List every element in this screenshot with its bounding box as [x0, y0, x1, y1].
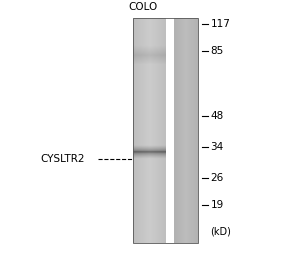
Text: 26: 26 [211, 173, 224, 183]
Text: 48: 48 [211, 111, 224, 121]
Text: 19: 19 [211, 200, 224, 210]
Text: 85: 85 [211, 46, 224, 56]
Text: COLO: COLO [128, 2, 158, 12]
Text: CYSLTR2: CYSLTR2 [40, 154, 85, 164]
Text: (kD): (kD) [211, 226, 231, 236]
Text: 117: 117 [211, 19, 230, 29]
Text: 34: 34 [211, 142, 224, 152]
